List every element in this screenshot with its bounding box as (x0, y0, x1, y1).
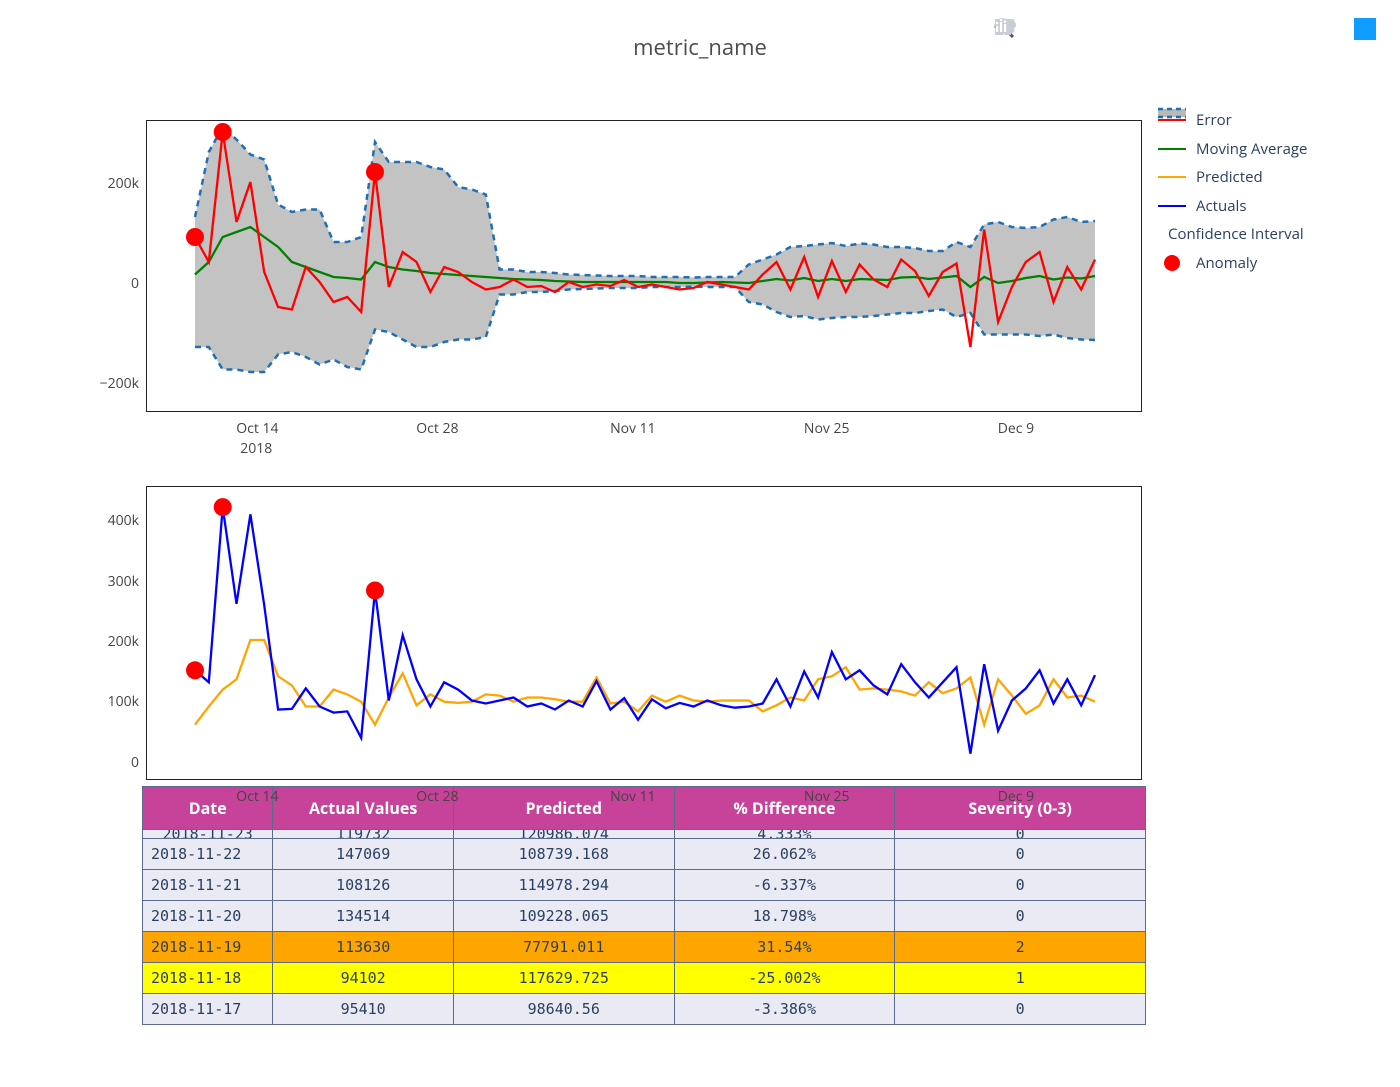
x-tick-label: Oct 14 (236, 787, 278, 806)
y-tick-label: 0 (79, 753, 139, 772)
box-select-icon[interactable] (1084, 18, 1104, 38)
reset-icon[interactable] (1234, 18, 1254, 38)
column-header: % Difference (674, 787, 895, 830)
table-row: 2018-11-23119732120986.0744.333%0 (143, 830, 1146, 839)
x-tick-label: Nov 11 (610, 787, 656, 806)
x-tick-label: Dec 9 (998, 419, 1034, 438)
y-tick-label: 100k (79, 692, 139, 711)
y-tick-label: 200k (79, 174, 139, 193)
y-tick-label: 400k (79, 511, 139, 530)
x-tick-label: Oct 28 (416, 419, 458, 438)
y-tick-label: 0 (79, 274, 139, 293)
spike-icon[interactable] (1264, 18, 1284, 38)
pan-icon[interactable] (1054, 18, 1074, 38)
hover-closest-icon[interactable] (1294, 18, 1314, 38)
legend-item-predicted[interactable]: Predicted (1158, 163, 1307, 192)
x-axis-year-label: 2018 (240, 439, 272, 458)
hover-compare-icon[interactable] (1324, 18, 1344, 38)
y-tick-label: −200k (79, 374, 139, 393)
table-row: 2018-11-1894102117629.725-25.002%1 (143, 963, 1146, 994)
table-row: 2018-11-21108126114978.294-6.337%0 (143, 870, 1146, 901)
zoom-icon[interactable] (1024, 18, 1044, 38)
x-tick-label: Oct 14 (236, 419, 278, 438)
data-table: DateActual ValuesPredicted% DifferenceSe… (142, 786, 1146, 1025)
lasso-icon[interactable] (1114, 18, 1134, 38)
plotly-logo-icon[interactable] (1354, 18, 1376, 40)
table-row: 2018-11-1911363077791.01131.54%2 (143, 932, 1146, 963)
x-tick-label: Dec 9 (998, 787, 1034, 806)
legend-item-anomaly[interactable]: Anomaly (1158, 249, 1307, 278)
legend-item-actuals[interactable]: Actuals (1158, 192, 1307, 221)
x-tick-label: Nov 11 (610, 419, 656, 438)
autoscale-icon[interactable] (1204, 18, 1224, 38)
table-row: 2018-11-22147069108739.16826.062%0 (143, 839, 1146, 870)
y-tick-label: 300k (79, 572, 139, 591)
values-chart-panel[interactable]: 0100k200k300k400kOct 14Oct 28Nov 11Nov 2… (146, 486, 1142, 780)
x-tick-label: Oct 28 (416, 787, 458, 806)
table-row: 2018-11-20134514109228.06518.798%0 (143, 901, 1146, 932)
legend-item-moving-average[interactable]: Moving Average (1158, 135, 1307, 164)
legend: Error Moving Average Predicted Actuals C… (1158, 106, 1307, 277)
y-tick-label: 200k (79, 632, 139, 651)
chart-toolbar (994, 18, 1376, 40)
x-tick-label: Nov 25 (804, 419, 850, 438)
x-tick-label: Nov 25 (804, 787, 850, 806)
legend-item-ci[interactable]: Confidence Interval (1158, 220, 1307, 249)
error-chart-panel[interactable]: −200k0200kOct 14Oct 28Nov 11Nov 25Dec 92… (146, 120, 1142, 412)
zoom-out-icon[interactable] (1174, 18, 1194, 38)
zoom-in-icon[interactable] (1144, 18, 1164, 38)
table-row: 2018-11-179541098640.56-3.386%0 (143, 994, 1146, 1025)
